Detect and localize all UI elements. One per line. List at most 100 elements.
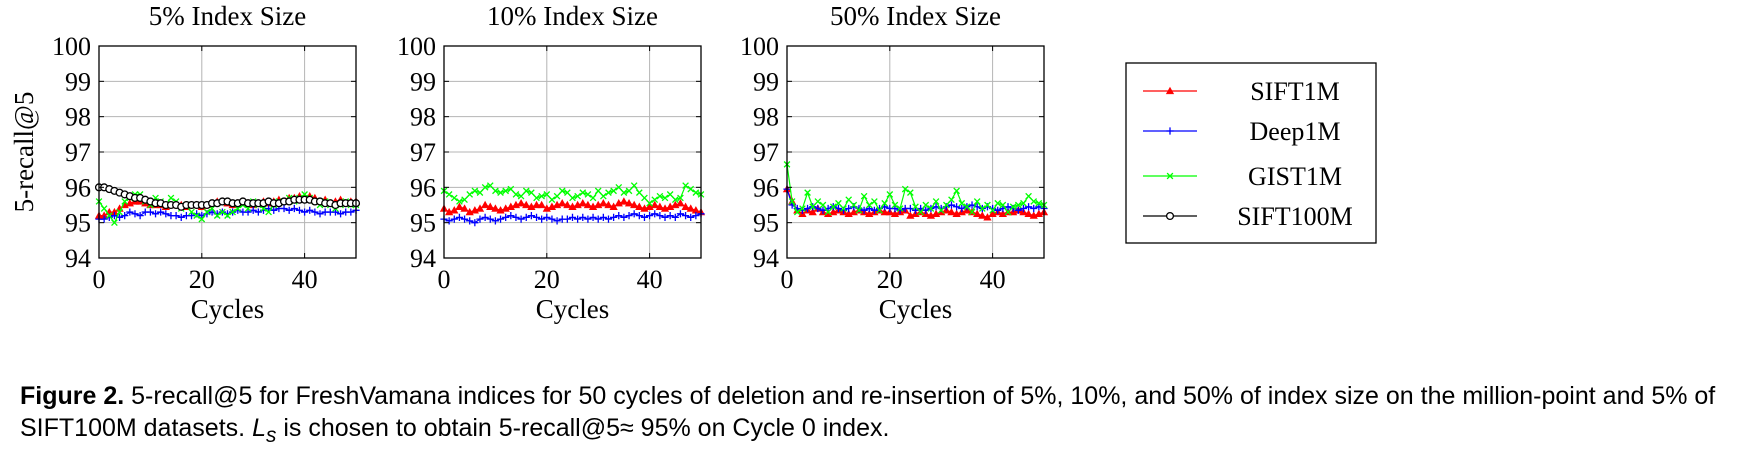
data-point-deep1m bbox=[146, 208, 154, 216]
data-point-gist1m bbox=[896, 205, 904, 212]
data-point-gist1m bbox=[671, 196, 679, 204]
data-point-sift1m bbox=[460, 204, 469, 212]
data-point-gist1m bbox=[229, 208, 236, 216]
data-point-deep1m bbox=[455, 213, 464, 221]
data-point-gist1m bbox=[687, 185, 695, 193]
data-point-deep1m bbox=[661, 213, 669, 221]
data-point-gist1m bbox=[579, 189, 587, 196]
data-point-gist1m bbox=[1004, 208, 1012, 216]
x-axis-label: Cycles bbox=[191, 294, 265, 324]
data-point-gist1m bbox=[450, 194, 458, 202]
data-point-gist1m bbox=[968, 208, 976, 216]
data-point-gist1m bbox=[835, 199, 842, 207]
data-point-deep1m bbox=[496, 215, 505, 223]
chart-panel-50pct: 94 95 96 97 98 99 100 0 20 40 50% Index Size Cycles bbox=[740, 1, 1049, 324]
data-point-sift1m bbox=[686, 204, 695, 212]
data-point-deep1m bbox=[676, 210, 685, 218]
chart-title: 50% Index Size bbox=[830, 1, 1001, 31]
data-point-deep1m bbox=[803, 204, 812, 213]
data-point-gist1m bbox=[167, 194, 175, 202]
data-point-sift1m bbox=[978, 211, 987, 219]
data-point-gist1m bbox=[646, 199, 653, 207]
data-point-deep1m bbox=[1030, 204, 1038, 213]
data-point-deep1m bbox=[121, 212, 129, 220]
data-point-deep1m bbox=[110, 212, 119, 220]
data-point-sift1m bbox=[522, 200, 531, 209]
data-point-gist1m bbox=[958, 199, 966, 207]
data-point-gist1m bbox=[656, 192, 664, 200]
data-point-gist1m bbox=[188, 208, 195, 216]
data-point-deep1m bbox=[517, 215, 525, 223]
data-point-gist1m bbox=[651, 196, 659, 204]
data-point-deep1m bbox=[553, 217, 561, 225]
data-point-sift1m bbox=[880, 207, 889, 216]
y-tick-label: 97 bbox=[65, 138, 91, 167]
data-point-gist1m bbox=[692, 189, 700, 196]
data-point-deep1m bbox=[681, 212, 690, 220]
data-point-deep1m bbox=[481, 213, 489, 221]
data-point-sift1m bbox=[486, 202, 495, 210]
data-point-deep1m bbox=[968, 201, 976, 209]
figure-caption: Figure 2. 5-recall@5 for FreshVamana ind… bbox=[20, 380, 1730, 452]
data-point-gist1m bbox=[1014, 201, 1022, 209]
caption-label: Figure 2. bbox=[20, 382, 125, 410]
data-point-deep1m bbox=[630, 210, 638, 218]
data-point-deep1m bbox=[187, 212, 196, 220]
data-point-gist1m bbox=[600, 192, 607, 200]
data-point-gist1m bbox=[994, 199, 1002, 207]
data-point-deep1m bbox=[331, 208, 340, 216]
data-point-deep1m bbox=[136, 212, 144, 220]
data-point-gist1m bbox=[1025, 192, 1032, 200]
data-point-deep1m bbox=[306, 206, 314, 214]
y-tick-label: 96 bbox=[65, 173, 91, 202]
data-point-gist1m bbox=[507, 185, 515, 193]
legend: SIFT1M Deep1M GIST1M SIFT100M bbox=[1125, 62, 1377, 244]
caption-ls: Ls bbox=[252, 414, 276, 447]
data-point-gist1m bbox=[100, 205, 108, 212]
data-point-deep1m bbox=[819, 206, 827, 214]
figure-chart-area: 94 95 96 97 98 99 100 0 20 40 5% Index Size Cycles 5… bbox=[9, 1, 1377, 324]
data-point-sift1m bbox=[676, 199, 685, 207]
y-axis-label: 5-recall@5 bbox=[9, 92, 39, 213]
data-point-sift1m bbox=[1024, 209, 1033, 218]
data-point-sift1m bbox=[655, 202, 664, 210]
data-point-sift1m bbox=[491, 204, 500, 212]
data-point-sift1m bbox=[578, 199, 587, 207]
data-point-sift1m bbox=[558, 199, 567, 207]
data-point-deep1m bbox=[491, 217, 499, 225]
data-point-gist1m bbox=[1009, 203, 1017, 211]
data-point-deep1m bbox=[687, 213, 695, 221]
data-point-sift1m bbox=[635, 202, 644, 210]
data-point-gist1m bbox=[605, 189, 612, 196]
data-point-deep1m bbox=[244, 208, 252, 216]
data-point-deep1m bbox=[290, 204, 298, 213]
data-point-gist1m bbox=[564, 189, 571, 196]
data-point-deep1m bbox=[646, 212, 654, 220]
data-point-gist1m bbox=[492, 187, 499, 195]
data-point-deep1m bbox=[543, 213, 551, 221]
data-point-deep1m bbox=[953, 203, 961, 211]
chart-panel-10pct: 94 95 96 97 98 99 100 0 20 40 10% Index Size Cycles bbox=[397, 1, 706, 324]
data-point-gist1m bbox=[922, 201, 930, 209]
y-tick-label: 96 bbox=[410, 173, 436, 202]
data-point-deep1m bbox=[507, 212, 515, 220]
data-point-sift1m bbox=[973, 209, 982, 218]
data-point-gist1m bbox=[891, 201, 899, 209]
y-tick-label: 95 bbox=[65, 209, 91, 238]
y-tick-label: 99 bbox=[410, 67, 436, 96]
data-point-deep1m bbox=[172, 212, 180, 220]
data-point-deep1m bbox=[947, 201, 956, 209]
data-point-gist1m bbox=[635, 189, 643, 196]
data-point-gist1m bbox=[502, 187, 510, 195]
data-point-gist1m bbox=[198, 215, 206, 223]
legend-marker-deep1m bbox=[1166, 127, 1174, 135]
data-point-gist1m bbox=[661, 194, 669, 202]
data-point-deep1m bbox=[845, 204, 853, 213]
data-point-deep1m bbox=[1024, 203, 1033, 211]
data-point-deep1m bbox=[280, 204, 288, 213]
data-point-gist1m bbox=[927, 205, 935, 212]
data-point-deep1m bbox=[157, 208, 165, 216]
data-point-deep1m bbox=[568, 213, 577, 221]
data-point-deep1m bbox=[1014, 206, 1022, 214]
x-tick-label: 20 bbox=[534, 265, 560, 294]
